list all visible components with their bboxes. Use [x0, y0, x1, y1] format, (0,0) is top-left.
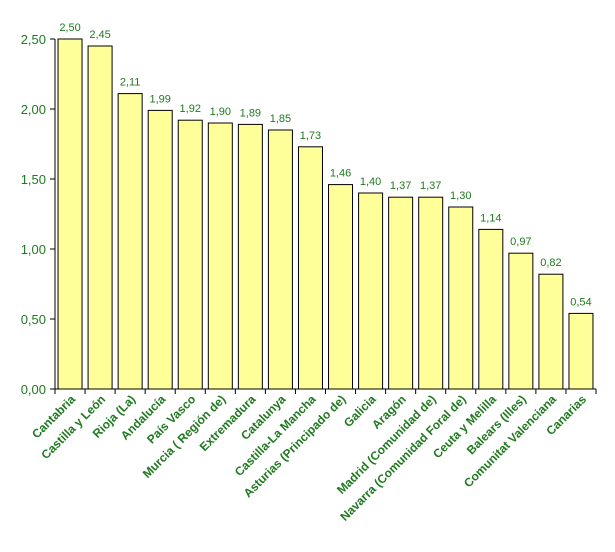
bar	[388, 196, 414, 390]
data-label: 1,37	[390, 180, 411, 192]
bar	[568, 312, 594, 390]
y-axis: 0,00 0,50 1,00 1,50 2,00 2,50	[21, 32, 56, 397]
data-label: 1,46	[330, 168, 351, 180]
bar	[418, 196, 444, 390]
bar	[538, 273, 564, 390]
bar	[478, 228, 504, 390]
bars	[57, 38, 594, 390]
data-label: 2,45	[89, 29, 110, 41]
bar	[207, 122, 233, 390]
data-label: 2,50	[59, 22, 80, 34]
data-label: 1,73	[300, 130, 321, 142]
bar	[87, 45, 113, 390]
y-tick-label: 2,50	[21, 32, 46, 47]
bar	[117, 93, 143, 390]
data-label: 1,37	[420, 180, 441, 192]
bar	[358, 192, 384, 390]
data-label: 0,54	[570, 296, 591, 308]
data-label: 1,89	[240, 107, 261, 119]
bar	[297, 146, 323, 390]
data-label: 0,82	[540, 257, 561, 269]
y-tick-label: 2,00	[21, 102, 46, 117]
data-label: 1,14	[480, 212, 501, 224]
y-tick-label: 0,00	[21, 382, 46, 397]
bar	[267, 129, 293, 390]
data-label: 1,30	[450, 190, 471, 202]
bar	[147, 109, 173, 390]
data-label: 1,92	[180, 103, 201, 115]
bar	[508, 252, 534, 390]
bar	[328, 184, 354, 390]
data-label: 0,97	[510, 236, 531, 248]
data-label: 1,99	[149, 93, 170, 105]
y-tick-label: 1,50	[21, 172, 46, 187]
data-labels: 2,50 2,45 2,11 1,99 1,92 1,90 1,89 1,85 1,73 1,46…	[59, 22, 591, 308]
data-label: 1,40	[360, 176, 381, 188]
data-label: 1,85	[270, 113, 291, 125]
data-label: 2,11	[120, 77, 141, 89]
bar	[237, 123, 263, 390]
y-tick-label: 1,00	[21, 242, 46, 257]
data-label: 1,90	[210, 106, 231, 118]
y-tick-label: 0,50	[21, 312, 46, 327]
bar	[57, 38, 83, 390]
bar	[177, 119, 203, 390]
bar	[448, 206, 474, 390]
